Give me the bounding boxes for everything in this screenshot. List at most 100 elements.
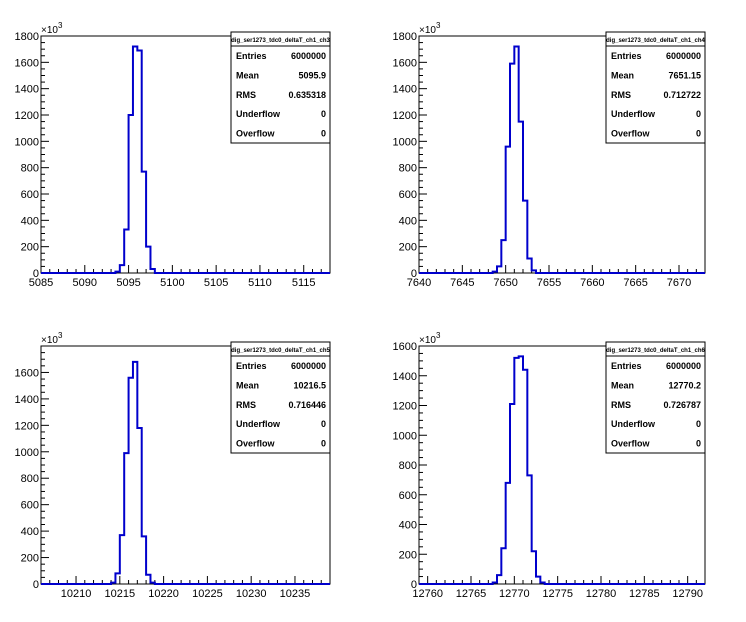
y-tick-label: 600	[399, 490, 417, 502]
y-tick-label: 0	[411, 268, 417, 280]
stats-value-underflow: 0	[321, 419, 326, 429]
stats-value-mean: 7651.15	[668, 70, 701, 80]
stats-label-rms: RMS	[611, 400, 631, 410]
x-tick-label: 5115	[292, 277, 316, 289]
y-tick-label: 1600	[393, 57, 417, 69]
histogram-panel: 5085 5090 5095 5100 5105 5110 5115 0 200 400 600 80…	[15, 21, 331, 289]
y-tick-label: 1800	[393, 31, 417, 43]
x-tick-label: 7670	[667, 277, 691, 289]
x-tick-label: 10215	[105, 588, 136, 600]
stats-label-overflow: Overflow	[611, 439, 651, 449]
x-tick-label: 10210	[61, 588, 92, 600]
stats-title: dig_ser1273_tdc0_deltaT_ch1_ch4	[606, 38, 705, 44]
stats-label-rms: RMS	[611, 90, 631, 100]
y-tick-label: 400	[21, 526, 39, 538]
stats-label-overflow: Overflow	[236, 439, 276, 449]
y-tick-label: 800	[21, 163, 39, 175]
stats-value-entries: 6000000	[666, 51, 701, 61]
y-tick-label: 1600	[393, 341, 417, 353]
histogram-line	[41, 45, 330, 274]
y-exponent-label: ×103	[41, 21, 63, 36]
stats-box	[605, 31, 706, 144]
stats-value-mean: 10216.5	[293, 380, 326, 390]
histogram-panel: 7640 7645 7650 7655 7660 7665 7670 0 200 400 600 80…	[393, 21, 706, 289]
stats-box	[605, 341, 706, 454]
y-tick-label: 1200	[15, 420, 39, 432]
histogram-panel: 10210 10215 10220 10225 10230 10235 0 200 400 600…	[15, 331, 331, 600]
y-tick-label: 200	[399, 242, 417, 254]
stats-label-mean: Mean	[236, 70, 259, 80]
y-tick-label: 600	[21, 189, 39, 201]
x-tick-label: 12770	[499, 588, 530, 600]
stats-label-mean: Mean	[611, 70, 634, 80]
x-tick-label: 10225	[192, 588, 223, 600]
y-tick-label: 1200	[15, 110, 39, 122]
stats-label-underflow: Underflow	[236, 419, 281, 429]
stats-value-entries: 6000000	[291, 361, 326, 371]
x-tick-label: 5100	[160, 277, 184, 289]
stats-title: dig_ser1273_tdc0_deltaT_ch1_ch5	[231, 348, 330, 354]
y-tick-label: 1400	[15, 84, 39, 96]
x-tick-label: 10230	[236, 588, 267, 600]
stats-value-overflow: 0	[321, 439, 326, 449]
y-tick-label: 1200	[393, 401, 417, 413]
stats-value-entries: 6000000	[666, 361, 701, 371]
y-tick-label: 1600	[15, 57, 39, 69]
y-tick-label: 1400	[15, 394, 39, 406]
stats-label-entries: Entries	[236, 51, 267, 61]
y-tick-label: 600	[399, 189, 417, 201]
y-tick-label: 1400	[393, 371, 417, 383]
stats-title: dig_ser1273_tdc0_deltaT_ch1_ch3	[231, 38, 330, 44]
stats-value-mean: 5095.9	[298, 70, 326, 80]
stats-label-rms: RMS	[236, 90, 256, 100]
stats-label-overflow: Overflow	[236, 129, 276, 139]
y-exponent-label: ×103	[419, 331, 441, 346]
stats-label-mean: Mean	[611, 380, 634, 390]
stats-label-underflow: Underflow	[611, 109, 656, 119]
x-tick-label: 5105	[204, 277, 228, 289]
y-exponent-label: ×103	[419, 21, 441, 36]
x-tick-label: 12790	[672, 588, 703, 600]
stats-value-overflow: 0	[696, 439, 701, 449]
stats-label-underflow: Underflow	[236, 109, 281, 119]
x-tick-label: 12780	[586, 588, 617, 600]
x-tick-label: 10235	[280, 588, 311, 600]
stats-label-entries: Entries	[236, 361, 267, 371]
stats-label-mean: Mean	[236, 380, 259, 390]
y-tick-label: 400	[399, 520, 417, 532]
x-tick-label: 5090	[73, 277, 97, 289]
stats-label-entries: Entries	[611, 361, 642, 371]
x-tick-label: 7660	[580, 277, 604, 289]
stats-value-rms: 0.726787	[663, 400, 701, 410]
y-tick-label: 200	[399, 549, 417, 561]
x-tick-label: 12785	[629, 588, 660, 600]
x-tick-label: 5085	[29, 277, 53, 289]
y-tick-label: 400	[21, 215, 39, 227]
x-tick-label: 7650	[493, 277, 517, 289]
x-tick-label: 7640	[407, 277, 431, 289]
y-tick-label: 1200	[393, 110, 417, 122]
y-tick-label: 1000	[393, 430, 417, 442]
y-tick-label: 200	[21, 553, 39, 565]
x-tick-label: 5110	[248, 277, 272, 289]
histogram-panel: 12760 12765 12770 12775 12780 12785 12790 0 200 4…	[393, 331, 706, 600]
stats-label-entries: Entries	[611, 51, 642, 61]
y-tick-label: 1400	[393, 84, 417, 96]
x-tick-label: 7645	[450, 277, 474, 289]
histogram-bin	[519, 356, 523, 584]
x-tick-label: 5095	[116, 277, 140, 289]
stats-label-underflow: Underflow	[611, 419, 656, 429]
y-tick-label: 800	[399, 163, 417, 175]
stats-value-overflow: 0	[321, 129, 326, 139]
y-tick-label: 1600	[15, 367, 39, 379]
y-tick-label: 800	[399, 460, 417, 472]
stats-box	[230, 31, 331, 144]
stats-value-rms: 0.635318	[288, 90, 326, 100]
stats-value-mean: 12770.2	[668, 380, 701, 390]
stats-value-rms: 0.712722	[663, 90, 701, 100]
x-tick-label: 12775	[542, 588, 573, 600]
x-tick-label: 12760	[412, 588, 443, 600]
y-tick-label: 0	[33, 579, 39, 591]
y-tick-label: 1800	[15, 31, 39, 43]
